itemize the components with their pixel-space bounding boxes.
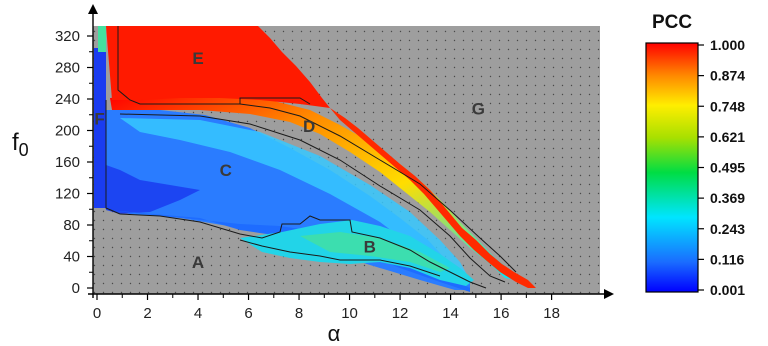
colorbar-gradient [645, 42, 699, 293]
colorbar-tick-label: 0.001 [710, 282, 745, 298]
colorbar-tick-label: 0.116 [710, 251, 744, 267]
boundary-b-lower [239, 239, 441, 277]
x-tick-label: 6 [244, 305, 252, 322]
y-axis-label: f0 [12, 129, 29, 160]
region-label-a: A [192, 253, 204, 272]
y-tick-label: 120 [55, 186, 80, 203]
region-b-green [300, 232, 450, 272]
y-tick-label: 80 [63, 217, 80, 234]
region-labels: A B C D E F G [94, 49, 485, 272]
x-tick-label: 4 [194, 305, 202, 322]
y-tick-label: 280 [55, 60, 80, 77]
boundary-c-upper [119, 113, 506, 283]
colorbar-title: PCC [652, 12, 692, 33]
x-tick-label: 12 [392, 305, 409, 322]
y-axis-arrow-icon [88, 4, 98, 14]
region-label-f: F [94, 110, 104, 129]
colorbar-tick-label: 0.621 [710, 129, 745, 145]
region-e-edge [330, 108, 536, 288]
x-tick-label: 14 [442, 305, 459, 322]
boundary-f-left [105, 100, 121, 215]
x-axis-label: α [328, 321, 341, 346]
x-tick-label: 8 [295, 305, 303, 322]
x-tick-label: 0 [93, 305, 101, 322]
x-tick-label: 16 [493, 305, 510, 322]
region-f-hi [98, 26, 106, 52]
y-tick-label: 40 [63, 249, 80, 266]
region-fills [94, 26, 536, 292]
region-e-fill [106, 26, 330, 108]
y-tick-label: 320 [55, 28, 80, 45]
region-boundaries [105, 26, 517, 289]
x-axis-arrow-icon [604, 289, 614, 299]
boundary-c-lower [119, 213, 487, 289]
region-f-strip [94, 48, 106, 208]
colorbar-tick-label: 0.243 [710, 221, 745, 237]
y-tick-label: 200 [55, 123, 80, 140]
y-axis-label-sub: 0 [19, 140, 29, 160]
y-tick-label: 160 [55, 154, 80, 171]
colorbar-ticks: 1.000 0.874 0.748 0.621 0.495 0.369 0.243 0.116… [698, 37, 745, 298]
y-tick-label: 240 [55, 91, 80, 108]
region-label-b: B [364, 237, 376, 256]
x-tick-label: 2 [143, 305, 151, 322]
region-label-c: C [220, 161, 232, 180]
colorbar-tick-label: 0.748 [710, 98, 745, 114]
region-label-d: D [303, 117, 315, 136]
axes [88, 4, 614, 299]
boundary-e-lower [117, 26, 311, 105]
x-axis-ticks: 0 2 4 6 8 10 12 14 16 18 [93, 294, 560, 322]
region-label-e: E [192, 49, 203, 68]
x-tick-label: 10 [341, 305, 358, 322]
region-c-deep [106, 165, 200, 214]
y-axis-ticks: 0 40 80 120 160 200 240 280 320 [55, 28, 93, 297]
colorbar-tick-label: 0.874 [710, 68, 745, 84]
y-tick-label: 0 [72, 280, 80, 297]
colorbar-tick-label: 0.495 [710, 160, 745, 176]
colorbar-tick-label: 1.000 [710, 37, 745, 53]
y-axis-label-main: f [12, 129, 19, 156]
region-label-g: G [472, 99, 485, 118]
colorbar-tick-label: 0.369 [710, 190, 745, 206]
x-tick-label: 18 [543, 305, 560, 322]
boundary-d-upper [239, 103, 517, 273]
